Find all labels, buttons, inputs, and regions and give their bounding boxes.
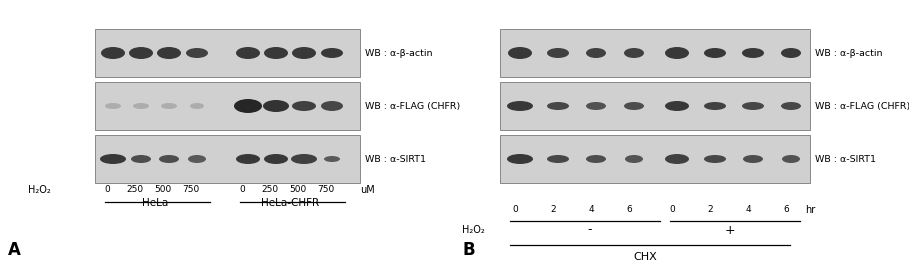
Ellipse shape [665, 154, 689, 164]
Text: CHX: CHX [634, 252, 657, 262]
Ellipse shape [263, 100, 289, 112]
Text: 0: 0 [669, 206, 674, 214]
Ellipse shape [292, 101, 316, 111]
Ellipse shape [161, 103, 177, 109]
Text: H₂O₂: H₂O₂ [462, 225, 484, 235]
Ellipse shape [236, 154, 260, 164]
FancyBboxPatch shape [95, 29, 360, 77]
Ellipse shape [743, 155, 763, 163]
Text: WB : α-SIRT1: WB : α-SIRT1 [365, 154, 426, 163]
Text: 500: 500 [289, 185, 306, 195]
FancyBboxPatch shape [95, 82, 360, 130]
Ellipse shape [586, 48, 606, 58]
Text: WB : α-FLAG (CHFR): WB : α-FLAG (CHFR) [815, 102, 909, 110]
Text: HeLa: HeLa [142, 198, 168, 208]
Text: WB : α-SIRT1: WB : α-SIRT1 [815, 154, 876, 163]
Ellipse shape [704, 48, 726, 58]
Ellipse shape [292, 47, 316, 59]
Text: 4: 4 [745, 206, 751, 214]
Ellipse shape [781, 48, 801, 58]
Ellipse shape [129, 47, 153, 59]
Ellipse shape [742, 48, 764, 58]
Text: 750: 750 [317, 185, 335, 195]
Text: 500: 500 [155, 185, 172, 195]
Ellipse shape [324, 156, 340, 162]
Ellipse shape [264, 154, 288, 164]
Text: H₂O₂: H₂O₂ [28, 185, 51, 195]
Ellipse shape [782, 155, 800, 163]
Ellipse shape [105, 103, 121, 109]
Ellipse shape [625, 155, 643, 163]
Ellipse shape [507, 154, 533, 164]
Ellipse shape [624, 102, 644, 110]
Ellipse shape [704, 102, 726, 110]
Ellipse shape [547, 48, 569, 58]
Text: uM: uM [360, 185, 375, 195]
Text: 2: 2 [707, 206, 713, 214]
Ellipse shape [665, 47, 689, 59]
FancyBboxPatch shape [500, 82, 810, 130]
Ellipse shape [704, 155, 726, 163]
Text: B: B [462, 241, 474, 259]
Ellipse shape [321, 101, 343, 111]
Text: WB : α-β-actin: WB : α-β-actin [365, 49, 433, 58]
Text: hr: hr [805, 205, 815, 215]
Ellipse shape [157, 47, 181, 59]
Ellipse shape [547, 155, 569, 163]
Ellipse shape [131, 155, 151, 163]
Ellipse shape [781, 102, 801, 110]
Ellipse shape [100, 154, 126, 164]
Ellipse shape [188, 155, 206, 163]
Ellipse shape [507, 101, 533, 111]
Ellipse shape [624, 48, 644, 58]
Text: +: + [724, 224, 735, 236]
Ellipse shape [291, 154, 317, 164]
Text: WB : α-β-actin: WB : α-β-actin [815, 49, 883, 58]
Ellipse shape [586, 155, 606, 163]
Ellipse shape [236, 47, 260, 59]
Text: HeLa-CHFR: HeLa-CHFR [261, 198, 319, 208]
Text: 0: 0 [512, 206, 518, 214]
Text: WB : α-FLAG (CHFR): WB : α-FLAG (CHFR) [365, 102, 460, 110]
FancyBboxPatch shape [500, 29, 810, 77]
Ellipse shape [508, 47, 532, 59]
Ellipse shape [742, 102, 764, 110]
Ellipse shape [547, 102, 569, 110]
Ellipse shape [101, 47, 125, 59]
Text: 250: 250 [126, 185, 144, 195]
Text: 750: 750 [183, 185, 200, 195]
Text: 2: 2 [550, 206, 555, 214]
Ellipse shape [133, 103, 149, 109]
Ellipse shape [186, 48, 208, 58]
Text: -: - [588, 224, 593, 236]
Ellipse shape [190, 103, 204, 109]
Ellipse shape [586, 102, 606, 110]
FancyBboxPatch shape [95, 135, 360, 183]
Text: 6: 6 [784, 206, 789, 214]
Text: A: A [8, 241, 21, 259]
Ellipse shape [234, 99, 262, 113]
FancyBboxPatch shape [500, 135, 810, 183]
Ellipse shape [665, 101, 689, 111]
Text: 250: 250 [262, 185, 278, 195]
Ellipse shape [321, 48, 343, 58]
Text: 0: 0 [239, 185, 245, 195]
Text: 6: 6 [626, 206, 632, 214]
Ellipse shape [159, 155, 179, 163]
Text: 0: 0 [105, 185, 110, 195]
Ellipse shape [264, 47, 288, 59]
Text: 4: 4 [588, 206, 594, 214]
